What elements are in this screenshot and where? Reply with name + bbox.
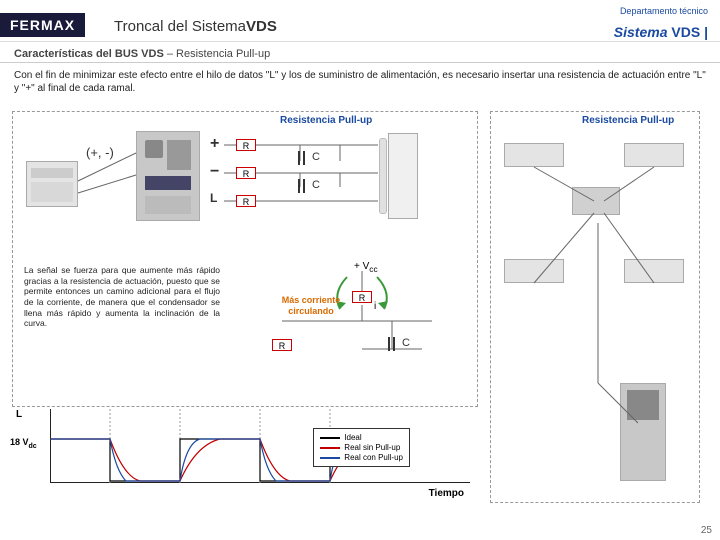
legend-label-no-pullup: Real sin Pull-up [344,443,400,452]
cap-plate-1a [298,151,300,165]
header: FERMAX Troncal del Sistema VDS [0,0,720,42]
legend-label-ideal: Ideal [344,433,361,442]
subtitle: Características del BUS VDS – Resistenci… [0,42,720,63]
subtitle-rest: – Resistencia Pull-up [164,48,270,60]
cap-c-detail: C [402,337,410,349]
current-i: i [374,301,376,312]
cap-plate-1b [303,151,305,165]
cap-plate-2a [298,179,300,193]
title-bold: VDS [246,18,277,35]
resistor-r2: R [236,167,256,179]
title-plain: Troncal del Sistema [114,18,246,35]
system-bold: VDS [671,24,700,40]
pullup-label-2: Resistencia Pull-up [582,115,674,126]
y-axis-value: 18 Vdc [10,437,37,450]
legend-row-with-pullup: Real con Pull-up [320,453,403,462]
cap-detail-b [393,337,395,351]
logo-box: FERMAX [0,0,104,41]
more-current-label: Más corriente circulando [278,295,344,318]
vcc-label: + Vcc [354,261,378,274]
resistor-r3: R [236,195,256,207]
intro-text: Con el fin de minimizar este efecto entr… [0,63,720,99]
page-number: 25 [701,525,712,536]
resistor-detail-2: R [272,339,292,351]
graph-legend: Ideal Real sin Pull-up Real con Pull-up [313,428,410,467]
explanation-paragraph: La señal se fuerza para que aumente más … [24,265,220,329]
subtitle-bold: Características del BUS VDS [14,48,164,60]
system-label: Sistema VDS | [614,24,708,40]
cap-c1: C [312,151,320,163]
brand-logo: FERMAX [0,13,85,37]
legend-row-no-pullup: Real sin Pull-up [320,443,403,452]
department-label: Departamento técnico [620,6,708,16]
cap-c2: C [312,179,320,191]
diagram-area: Resistencia Pull-up Resistencia Pull-up … [10,103,710,513]
legend-label-with-pullup: Real con Pull-up [344,453,403,462]
legend-row-ideal: Ideal [320,433,403,442]
graph-area: L 18 Vdc Tiempo Ideal R [10,409,470,495]
rc-detail-circuit [232,253,462,373]
right-wires [490,133,700,493]
y-axis-label: L [16,409,22,420]
x-axis-label: Tiempo [429,488,464,499]
legend-swatch-no-pullup [320,447,340,449]
legend-swatch-ideal [320,437,340,439]
legend-swatch-with-pullup [320,457,340,459]
cap-plate-2b [303,179,305,193]
resistor-detail-1: R [352,291,372,303]
resistor-r1: R [236,139,256,151]
system-plain: Sistema [614,24,672,40]
cap-detail-a [388,337,390,351]
